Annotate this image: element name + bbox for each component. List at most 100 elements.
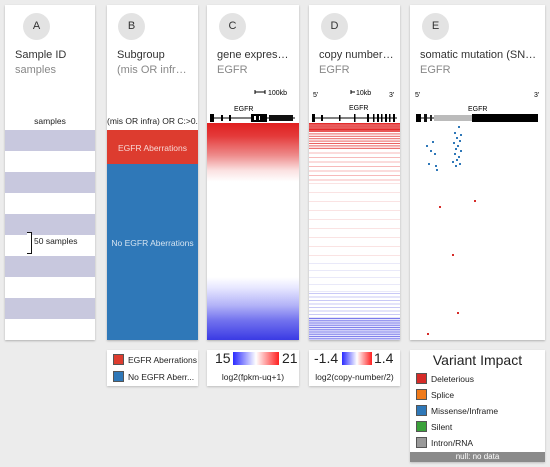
- mutation-dot: [458, 156, 460, 158]
- cn-row: [309, 277, 400, 278]
- cn-gradient: [342, 352, 372, 365]
- cn-row: [309, 325, 400, 327]
- cn-row: [309, 284, 400, 285]
- mutation-track: 5' 3' EGFR: [415, 92, 539, 122]
- track-gene-label: EGFR: [349, 105, 368, 112]
- mutation-dot: [426, 145, 428, 147]
- column-header[interactable]: E somatic mutation (SNPs... EGFR: [410, 5, 545, 83]
- mutation-dots: [426, 126, 476, 335]
- column-title[interactable]: Sample ID: [15, 49, 67, 61]
- column-title[interactable]: copy number ...: [319, 49, 394, 61]
- column-subtitle: EGFR: [319, 64, 350, 76]
- subgroup-block[interactable]: EGFR Aberrations: [107, 130, 198, 164]
- expression-legend: 15 21 log2(fpkm-uq+1): [207, 350, 299, 386]
- legend-item[interactable]: Silent: [416, 421, 452, 432]
- cn-row: [309, 328, 400, 330]
- cn-row: [309, 303, 400, 305]
- legend-swatch: [416, 373, 427, 384]
- cn-row: [309, 148, 400, 149]
- cn-row: [309, 307, 400, 308]
- cn-row: [309, 201, 400, 202]
- legend-item[interactable]: Splice: [416, 389, 454, 400]
- cn-row: [309, 300, 400, 301]
- column-badge[interactable]: B: [118, 13, 145, 40]
- cn-row: [309, 323, 400, 325]
- subgroup-block[interactable]: No EGFR Aberrations: [107, 163, 198, 340]
- cn-track: 5' 3' 10kb EGFR: [312, 90, 397, 122]
- track-5prime: 5': [313, 92, 318, 99]
- mutation-dot: [432, 141, 434, 143]
- cn-row: [309, 255, 400, 256]
- cn-row: [309, 334, 400, 336]
- column-badge[interactable]: E: [422, 13, 449, 40]
- column-header[interactable]: C gene expressi... EGFR: [207, 5, 299, 83]
- mutation-dot: [452, 254, 454, 256]
- cn-row: [309, 296, 400, 298]
- legend-item[interactable]: No EGFR Aberr...: [113, 371, 194, 382]
- column-title[interactable]: somatic mutation (SNPs...: [420, 49, 539, 61]
- column-header[interactable]: A Sample ID samples: [5, 5, 95, 83]
- cn-row: [309, 310, 400, 312]
- column-title[interactable]: Subgroup: [117, 49, 165, 61]
- cn-row: [309, 133, 400, 135]
- mutation-dot: [454, 153, 456, 155]
- column-badge[interactable]: A: [23, 13, 50, 40]
- subgroup-block-label: No EGFR Aberrations: [111, 237, 194, 248]
- track-5prime: 5': [415, 92, 420, 99]
- cn-row: [309, 336, 400, 337]
- mutation-dot: [459, 140, 461, 142]
- scale-label: 50 samples: [34, 236, 78, 246]
- column-somatic-mutation: E somatic mutation (SNPs... EGFR 5' 3' E…: [410, 5, 545, 340]
- mutation-dot: [456, 159, 458, 161]
- expression-heatmap: [207, 123, 299, 340]
- expression-max: 21: [282, 350, 298, 366]
- legend-label: Missense/Inframe: [431, 406, 499, 416]
- sample-stripe: [5, 130, 95, 151]
- mutation-dot: [456, 137, 458, 139]
- column-header[interactable]: B Subgroup (mis OR infra)...: [107, 5, 198, 83]
- variant-legend: Variant Impact Deleterious Splice Missen…: [410, 350, 545, 462]
- sample-stripe: [5, 298, 95, 319]
- sample-stripes: [5, 130, 95, 340]
- cn-row: [309, 270, 400, 271]
- cn-row: [309, 210, 400, 211]
- legend-item[interactable]: Missense/Inframe: [416, 405, 498, 416]
- copy-number-heatmap: [309, 123, 400, 340]
- column-badge[interactable]: D: [321, 13, 348, 40]
- subgroup-legend: EGFR Aberrations No EGFR Aberr...: [107, 350, 198, 386]
- mutation-dot: [452, 161, 454, 163]
- expression-caption: log2(fpkm-uq+1): [221, 372, 285, 382]
- cn-min: -1.4: [314, 350, 339, 366]
- cn-row: [309, 319, 400, 321]
- legend-item[interactable]: Deleterious: [416, 373, 474, 384]
- mutation-dot: [435, 165, 437, 167]
- cn-row: [309, 124, 400, 126]
- variant-legend-title: Variant Impact: [432, 352, 523, 368]
- scale-bracket: [27, 232, 32, 254]
- legend-item[interactable]: Intron/RNA: [416, 437, 473, 448]
- copy-number-legend: -1.4 1.4 log2(copy-number/2): [309, 350, 400, 386]
- cn-row: [309, 130, 400, 132]
- cn-row: [309, 129, 400, 130]
- column-title[interactable]: gene expressi...: [217, 49, 293, 61]
- column-subgroup: B Subgroup (mis OR infra)... (mis OR inf…: [107, 5, 198, 340]
- mutation-dot: [457, 312, 459, 314]
- legend-swatch: [416, 389, 427, 400]
- legend-swatch: [416, 421, 427, 432]
- cn-row: [309, 291, 400, 292]
- cn-row: [309, 127, 400, 129]
- sample-stripe: [5, 277, 95, 298]
- legend-item[interactable]: EGFR Aberrations: [113, 354, 197, 365]
- sample-stripe: [5, 319, 95, 340]
- mutation-dot: [460, 134, 462, 136]
- track-3prime: 3': [534, 92, 539, 99]
- legend-swatch: [113, 354, 124, 365]
- column-header[interactable]: D copy number ... EGFR: [309, 5, 400, 83]
- mutation-dot: [453, 142, 455, 144]
- cn-row: [309, 138, 400, 140]
- cn-row: [309, 293, 400, 294]
- track-gene-label: EGFR: [468, 106, 487, 113]
- column-badge[interactable]: C: [219, 13, 246, 40]
- cn-row: [309, 152, 400, 154]
- cn-row: [309, 145, 400, 147]
